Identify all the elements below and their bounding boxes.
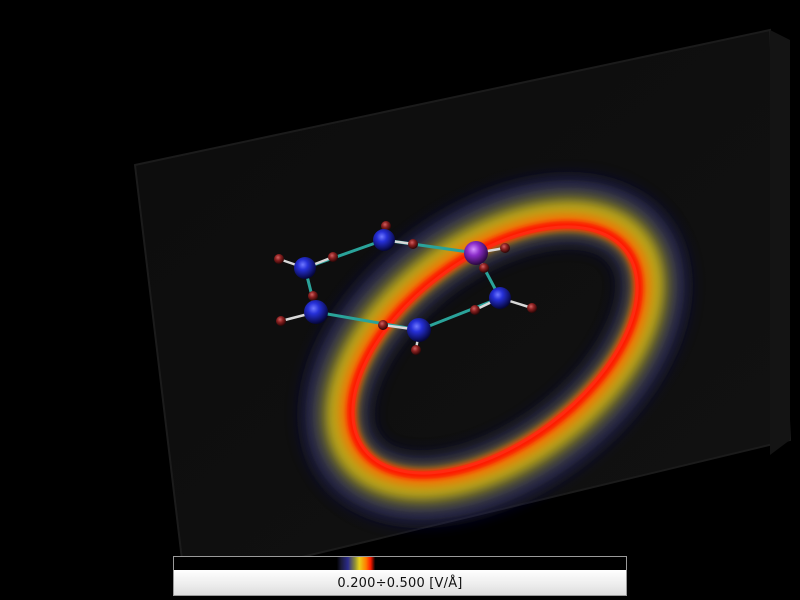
hydrogen-atom (276, 316, 286, 326)
hydrogen-atom (274, 254, 284, 264)
ring-atom-special (464, 241, 488, 265)
ring-atom (489, 287, 511, 309)
ring-atom (407, 318, 431, 342)
hydrogen-atom (308, 291, 318, 301)
molecule[interactable] (274, 221, 537, 355)
hydrogen-atom (378, 320, 388, 330)
hydrogen-atom (411, 345, 421, 355)
colorbar-gradient (174, 557, 626, 570)
field-isosurface-ring (304, 179, 686, 521)
hydrogen-atom (479, 263, 489, 273)
colorbar-label-background (174, 570, 626, 595)
ring-atom (304, 300, 328, 324)
hydrogen-atom (328, 252, 338, 262)
ring-atom (294, 257, 316, 279)
ring-atoms (294, 229, 511, 342)
hydrogen-atom (381, 221, 391, 231)
slice-plane-edge (770, 30, 790, 455)
hydrogen-atom (527, 303, 537, 313)
field-colorbar: 0.200÷0.500 [V/Å] (173, 556, 627, 596)
colorbar-range-label: 0.200÷0.500 [V/Å] (337, 576, 463, 591)
hydrogen-atom (500, 243, 510, 253)
hydrogen-atoms (274, 221, 537, 355)
ring-atom (373, 229, 395, 251)
hydrogen-atom (408, 239, 418, 249)
hydrogen-atom (470, 305, 480, 315)
